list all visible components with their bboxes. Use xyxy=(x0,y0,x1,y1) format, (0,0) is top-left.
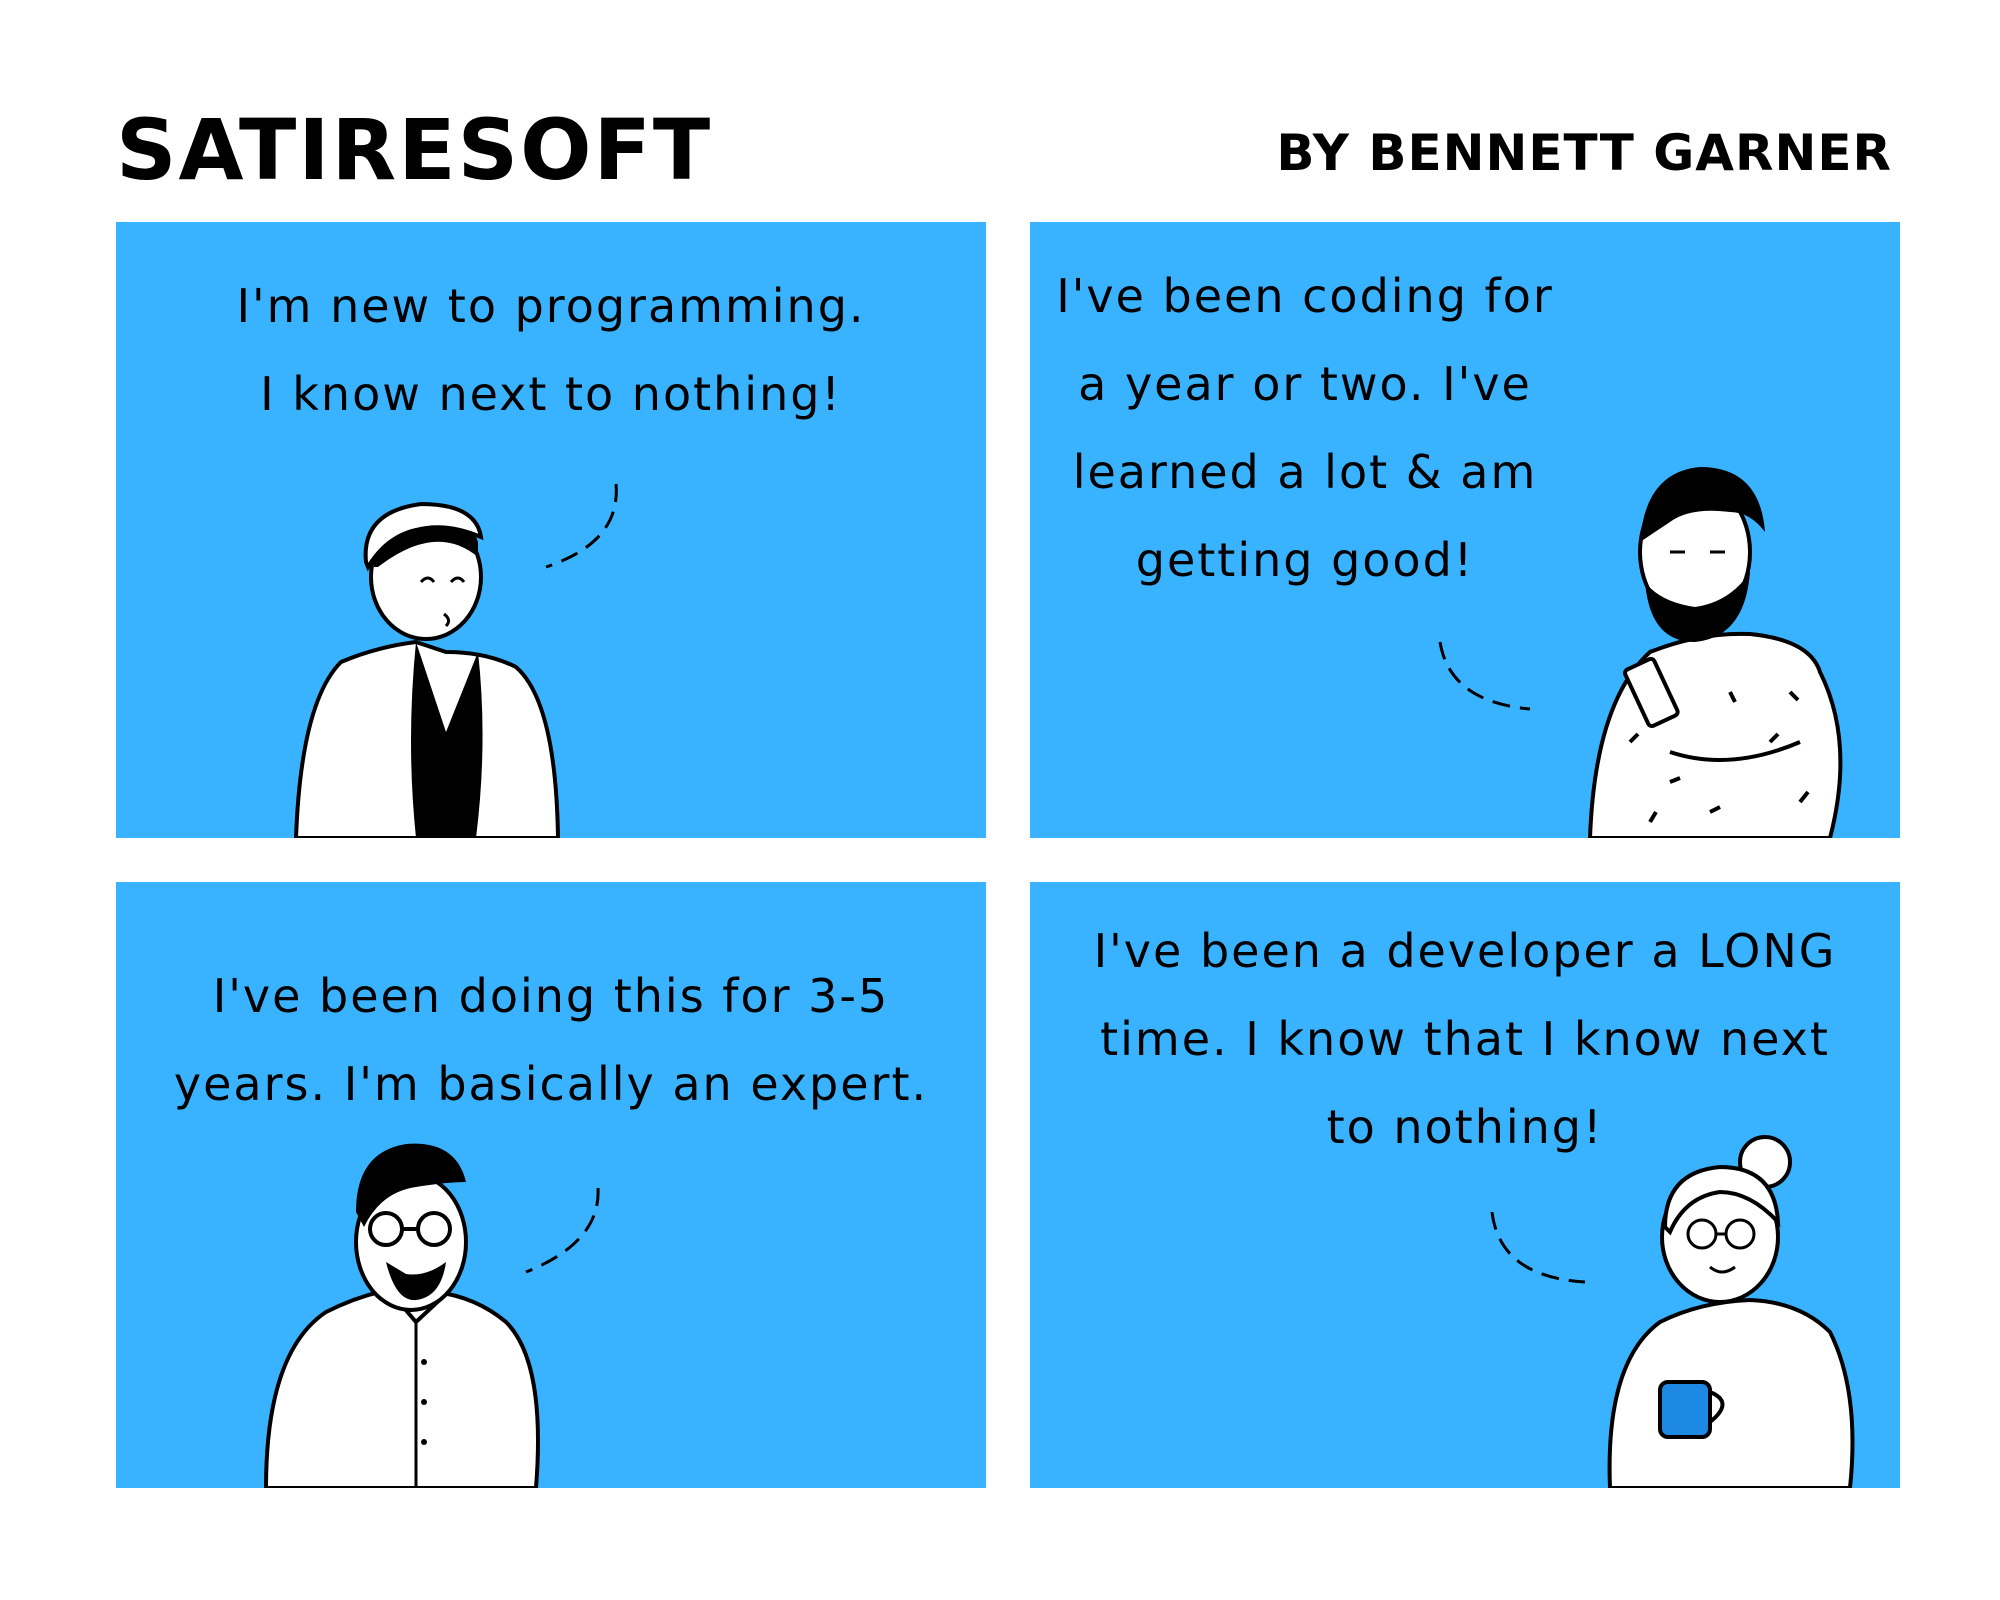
speech-line: years. I'm basically an expert. xyxy=(173,1057,929,1111)
speech-text: I've been doing this for 3-5 years. I'm … xyxy=(136,952,966,1128)
speech-line: I've been doing this for 3-5 xyxy=(212,969,890,1023)
speech-line: I'm new to programming. xyxy=(236,279,866,333)
speech-tail xyxy=(525,1187,600,1274)
older-woman-illustration xyxy=(1490,1135,1855,1488)
speech-line: to nothing! xyxy=(1326,1100,1604,1154)
speech-line: a year or two. I've xyxy=(1078,357,1532,411)
speech-line: I've been coding for xyxy=(1056,269,1554,323)
bearded-man-illustration xyxy=(1438,467,1843,838)
comic-byline: BY BENNETT GARNER xyxy=(1276,124,1892,182)
comic-title: SATIRESOFT xyxy=(116,101,713,199)
beanie-guy-illustration xyxy=(293,483,618,838)
speech-text: I've been coding for a year or two. I've… xyxy=(1030,252,1580,604)
comic-panel-2: I've been coding for a year or two. I've… xyxy=(1030,222,1900,838)
speech-tail xyxy=(545,483,618,569)
speech-tail xyxy=(1438,641,1531,711)
speech-line: I've been a developer a LONG xyxy=(1093,924,1837,978)
comic-panel-3: I've been doing this for 3-5 years. I'm … xyxy=(116,882,986,1488)
speech-line: time. I know that I know next xyxy=(1100,1012,1830,1066)
comic-panel-1: I'm new to programming. I know next to n… xyxy=(116,222,986,838)
speech-text: I'm new to programming. I know next to n… xyxy=(176,262,926,438)
speech-line: I know next to nothing! xyxy=(260,367,842,421)
comic-panel-4: I've been a developer a LONG time. I kno… xyxy=(1030,882,1900,1488)
speech-line: learned a lot & am xyxy=(1072,445,1538,499)
speech-tail xyxy=(1490,1211,1586,1284)
speech-text: I've been a developer a LONG time. I kno… xyxy=(1030,907,1900,1171)
glasses-man-illustration xyxy=(263,1143,600,1488)
speech-line: getting good! xyxy=(1135,533,1475,587)
